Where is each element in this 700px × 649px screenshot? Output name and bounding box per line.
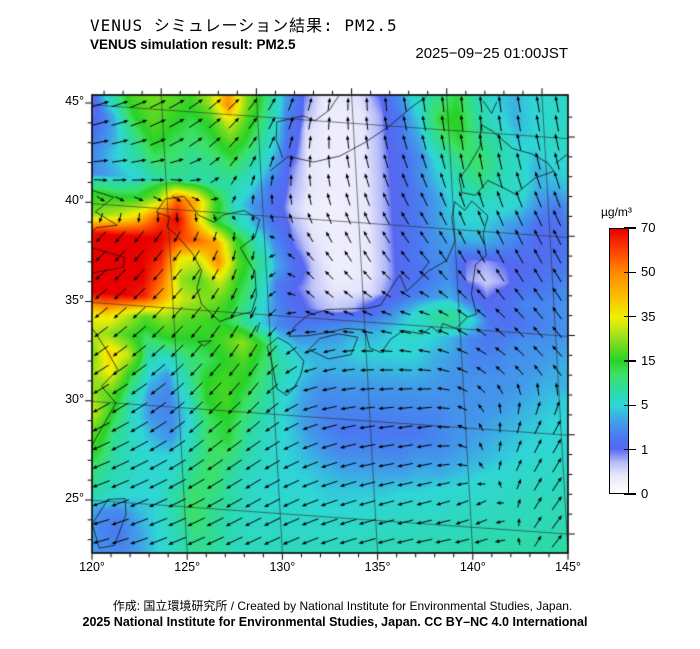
colorbar-tick-mark	[624, 315, 636, 318]
timestamp: 2025−09−25 01:00JST	[415, 45, 568, 62]
pm25-concentration-map	[80, 85, 580, 565]
footer-credit: 作成: 国立環境研究所 / Created by National Instit…	[112, 599, 573, 613]
lon-axis-label: 130°	[269, 560, 296, 574]
colorbar-tick-label: 15	[641, 353, 656, 368]
lat-axis-label: 45°	[65, 94, 84, 108]
colorbar-tick-label: 70	[641, 220, 656, 235]
lon-axis-label: 135°	[364, 560, 391, 574]
lat-axis-label: 40°	[65, 193, 84, 208]
lat-axis-label: 25°	[65, 491, 84, 505]
colorbar-tick-mark	[624, 448, 636, 451]
lat-axis-label: 30°	[65, 391, 84, 406]
colorbar-tick-mark	[624, 227, 636, 229]
colorbar-tick-mark	[624, 404, 636, 407]
colorbar-tick-label: 35	[641, 308, 656, 324]
colorbar-tick-mark	[624, 360, 636, 362]
lon-axis-label: 125°	[174, 560, 201, 574]
page-title-japanese: VENUS シミュレーション結果: PM2.5	[90, 16, 398, 35]
page-title-english: VENUS simulation result: PM2.5	[90, 37, 296, 52]
lat-axis-label: 35°	[65, 292, 84, 307]
lon-axis-label: 120°	[79, 560, 105, 574]
colorbar-tick-label: 50	[641, 264, 656, 280]
colorbar-tick-label: 0	[641, 486, 649, 501]
lon-axis-label: 140°	[459, 560, 486, 574]
colorbar-unit-label: µg/m³	[601, 205, 632, 219]
colorbar-tick-label: 1	[641, 441, 649, 457]
colorbar-tick-label: 5	[641, 397, 649, 413]
footer-license: 2025 National Institute for Environmenta…	[82, 615, 588, 629]
colorbar-tick-mark	[624, 271, 636, 274]
lon-axis-label: 145°	[555, 560, 581, 574]
colorbar-tick-mark	[624, 493, 636, 495]
